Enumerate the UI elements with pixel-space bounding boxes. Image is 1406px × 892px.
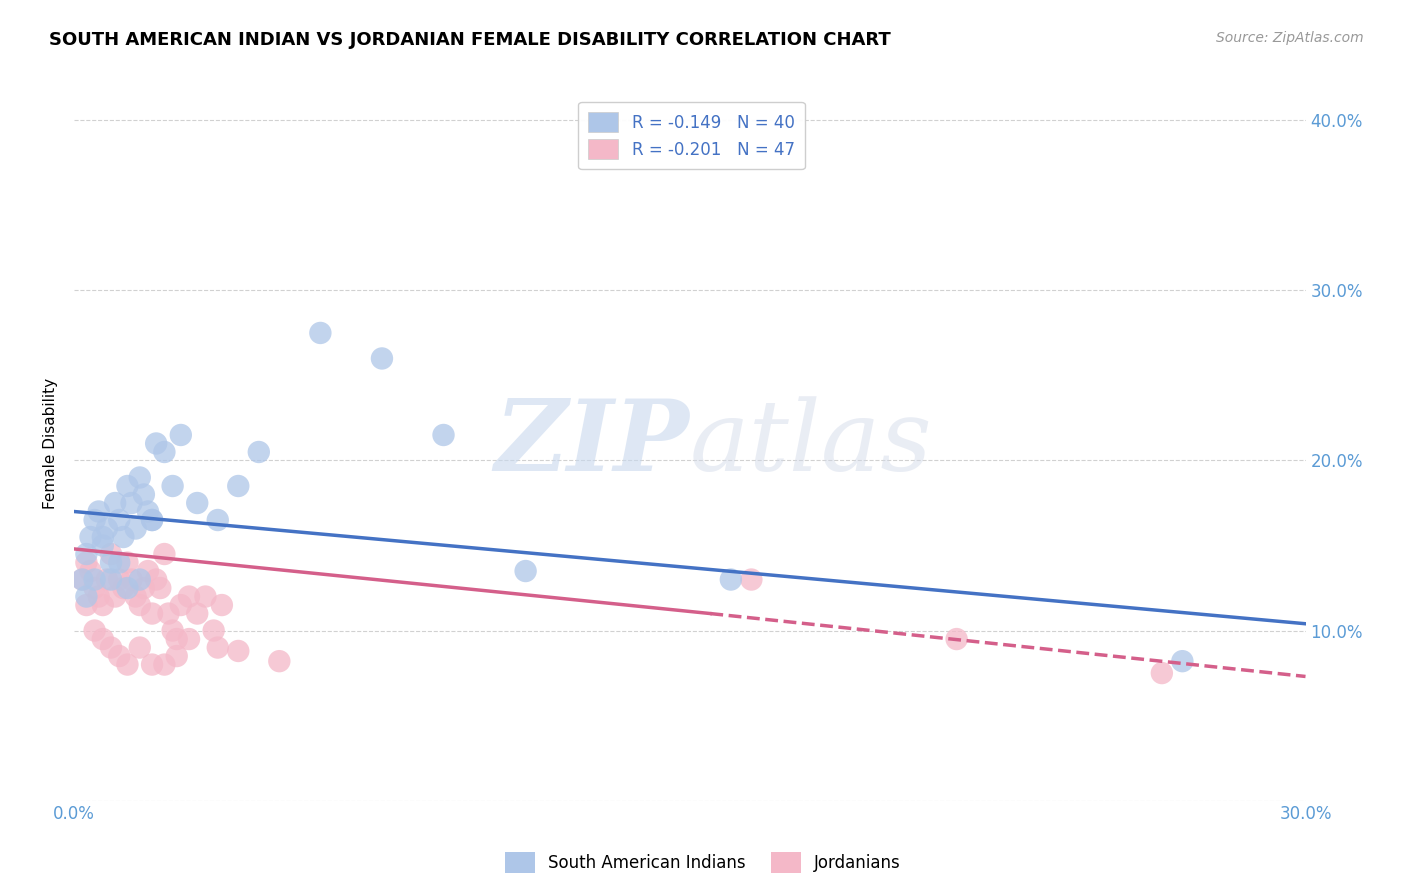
Point [1150, 666, 1173, 681]
Point [153, 657, 176, 672]
Point [87, 504, 110, 518]
Point [83, 624, 105, 638]
Point [145, 436, 167, 450]
Point [104, 496, 127, 510]
Point [117, 657, 139, 672]
Point [166, 649, 188, 664]
Legend: South American Indians, Jordanians: South American Indians, Jordanians [498, 846, 908, 880]
Point [945, 632, 967, 646]
Y-axis label: Female Disability: Female Disability [44, 378, 58, 509]
Point [100, 547, 122, 561]
Point [108, 556, 131, 570]
Point [91, 598, 114, 612]
Point [83, 581, 105, 595]
Point [83, 513, 105, 527]
Point [162, 624, 184, 638]
Point [108, 573, 131, 587]
Point [124, 522, 146, 536]
Point [128, 470, 150, 484]
Point [371, 351, 394, 366]
Point [141, 607, 163, 621]
Point [247, 445, 270, 459]
Point [153, 445, 176, 459]
Text: ZIP: ZIP [495, 395, 690, 491]
Point [226, 479, 249, 493]
Text: SOUTH AMERICAN INDIAN VS JORDANIAN FEMALE DISABILITY CORRELATION CHART: SOUTH AMERICAN INDIAN VS JORDANIAN FEMAL… [49, 31, 891, 49]
Point [100, 640, 122, 655]
Point [226, 644, 249, 658]
Point [128, 598, 150, 612]
Point [117, 581, 139, 595]
Point [87, 590, 110, 604]
Point [112, 530, 135, 544]
Point [177, 590, 200, 604]
Point [121, 496, 143, 510]
Point [162, 479, 184, 493]
Point [75, 590, 97, 604]
Point [1171, 654, 1194, 668]
Point [100, 556, 122, 570]
Point [141, 513, 163, 527]
Point [157, 607, 180, 621]
Point [96, 522, 118, 536]
Point [79, 530, 101, 544]
Point [186, 607, 208, 621]
Point [136, 564, 159, 578]
Point [91, 632, 114, 646]
Point [515, 564, 537, 578]
Point [72, 573, 94, 587]
Point [136, 504, 159, 518]
Point [207, 513, 229, 527]
Point [104, 590, 127, 604]
Point [149, 581, 172, 595]
Point [720, 573, 742, 587]
Point [170, 428, 193, 442]
Point [153, 547, 176, 561]
Text: atlas: atlas [690, 396, 932, 491]
Point [121, 573, 143, 587]
Point [96, 573, 118, 587]
Point [170, 598, 193, 612]
Point [141, 657, 163, 672]
Point [186, 496, 208, 510]
Point [72, 573, 94, 587]
Point [432, 428, 454, 442]
Point [117, 556, 139, 570]
Legend: R = -0.149   N = 40, R = -0.201   N = 47: R = -0.149 N = 40, R = -0.201 N = 47 [578, 102, 804, 169]
Point [194, 590, 217, 604]
Point [211, 598, 233, 612]
Point [145, 573, 167, 587]
Point [91, 539, 114, 553]
Point [91, 530, 114, 544]
Point [83, 573, 105, 587]
Point [269, 654, 291, 668]
Point [202, 624, 225, 638]
Point [207, 640, 229, 655]
Point [177, 632, 200, 646]
Point [128, 640, 150, 655]
Point [75, 547, 97, 561]
Point [100, 573, 122, 587]
Point [740, 573, 762, 587]
Point [79, 564, 101, 578]
Point [108, 513, 131, 527]
Point [128, 573, 150, 587]
Point [112, 581, 135, 595]
Point [132, 581, 155, 595]
Point [75, 556, 97, 570]
Point [309, 326, 332, 340]
Point [75, 598, 97, 612]
Point [166, 632, 188, 646]
Point [117, 479, 139, 493]
Point [108, 649, 131, 664]
Point [141, 513, 163, 527]
Point [124, 590, 146, 604]
Point [132, 487, 155, 501]
Text: Source: ZipAtlas.com: Source: ZipAtlas.com [1216, 31, 1364, 45]
